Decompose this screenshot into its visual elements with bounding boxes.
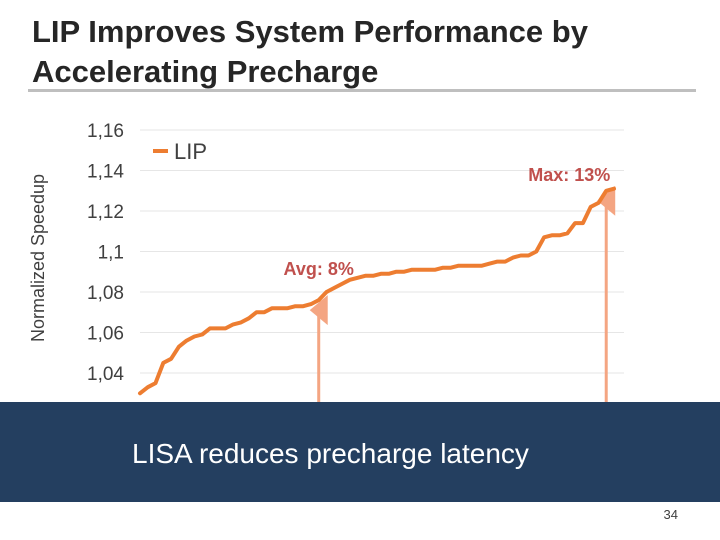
data-point: [200, 333, 204, 336]
slide-title: LIP Improves System Performance by Accel…: [32, 14, 588, 89]
y-tick-label: 1,12: [87, 202, 124, 223]
y-tick-label: 1,14: [87, 162, 124, 183]
data-point: [519, 254, 523, 257]
data-point: [231, 322, 235, 326]
data-point: [262, 310, 266, 314]
data-point: [255, 310, 259, 314]
data-points: [138, 187, 616, 395]
data-point: [441, 266, 445, 270]
data-point: [589, 205, 593, 209]
legend-label-lip: LIP: [174, 139, 207, 164]
data-point: [612, 187, 616, 191]
data-point: [488, 262, 492, 266]
data-point: [348, 278, 352, 282]
data-point: [542, 235, 546, 239]
data-point: [154, 381, 157, 385]
y-tick-label: 1,08: [87, 283, 124, 304]
annotation-label: Avg: 8%: [284, 259, 354, 279]
data-point: [309, 302, 313, 306]
data-point: [247, 316, 251, 320]
annotation-label: Max: 13%: [528, 165, 610, 185]
data-point: [208, 326, 212, 330]
data-point: [565, 231, 569, 235]
data-point: [597, 201, 600, 205]
data-point: [161, 361, 165, 365]
data-point: [177, 345, 181, 349]
data-point: [449, 266, 453, 270]
gridlines: [140, 129, 624, 374]
data-point: [138, 391, 142, 395]
y-tick-label: 1,04: [87, 364, 124, 385]
data-point: [402, 270, 406, 274]
data-point: [527, 254, 530, 257]
data-point: [185, 339, 189, 343]
y-axis-ticks: 1,04 1,06 1,08 1,1 1,12 1,14 1,16: [87, 121, 124, 385]
data-point: [340, 282, 344, 286]
y-axis-label: Normalized Speedup: [28, 174, 48, 342]
data-point: [418, 268, 422, 272]
data-point: [301, 304, 305, 308]
data-point: [573, 221, 577, 225]
data-point: [239, 320, 243, 324]
data-point: [457, 264, 461, 268]
title-divider: [28, 89, 696, 92]
y-tick-label: 1,16: [87, 121, 124, 142]
data-point: [480, 264, 484, 268]
y-tick-label: 1,06: [87, 324, 124, 345]
data-point: [495, 260, 499, 264]
data-point: [270, 306, 274, 310]
data-point: [371, 274, 375, 278]
data-point: [192, 335, 196, 338]
series-line-lip: [138, 186, 616, 396]
data-point: [394, 270, 398, 274]
data-point: [464, 264, 468, 268]
annotation-labels: Avg: 8% Max: 13%: [284, 165, 611, 279]
data-point: [534, 250, 538, 253]
data-point: [169, 357, 173, 361]
data-point: [558, 233, 562, 237]
data-point: [410, 268, 414, 272]
data-point: [581, 221, 585, 225]
data-point: [426, 268, 429, 272]
legend: LIP: [153, 139, 207, 164]
data-point: [511, 256, 515, 260]
data-point: [286, 306, 290, 310]
annotation-arrows: [309, 185, 616, 415]
data-point: [433, 268, 437, 272]
data-point: [550, 233, 554, 237]
data-point: [325, 290, 328, 294]
data-point: [503, 260, 507, 264]
data-point: [293, 304, 297, 308]
data-point: [278, 306, 282, 310]
takeaway-banner: [0, 402, 720, 502]
page-number: 34: [663, 507, 678, 522]
banner-text: LISA reduces precharge latency: [132, 438, 529, 469]
data-point: [472, 264, 476, 268]
data-point: [224, 326, 227, 330]
data-point: [379, 272, 383, 276]
data-point: [317, 298, 321, 302]
y-tick-label: 1,1: [98, 243, 124, 264]
data-point: [332, 286, 336, 290]
data-point: [216, 326, 220, 330]
data-point: [387, 272, 391, 276]
data-point: [604, 189, 608, 193]
data-point: [146, 385, 150, 389]
data-point: [356, 276, 360, 280]
data-point: [363, 274, 367, 278]
